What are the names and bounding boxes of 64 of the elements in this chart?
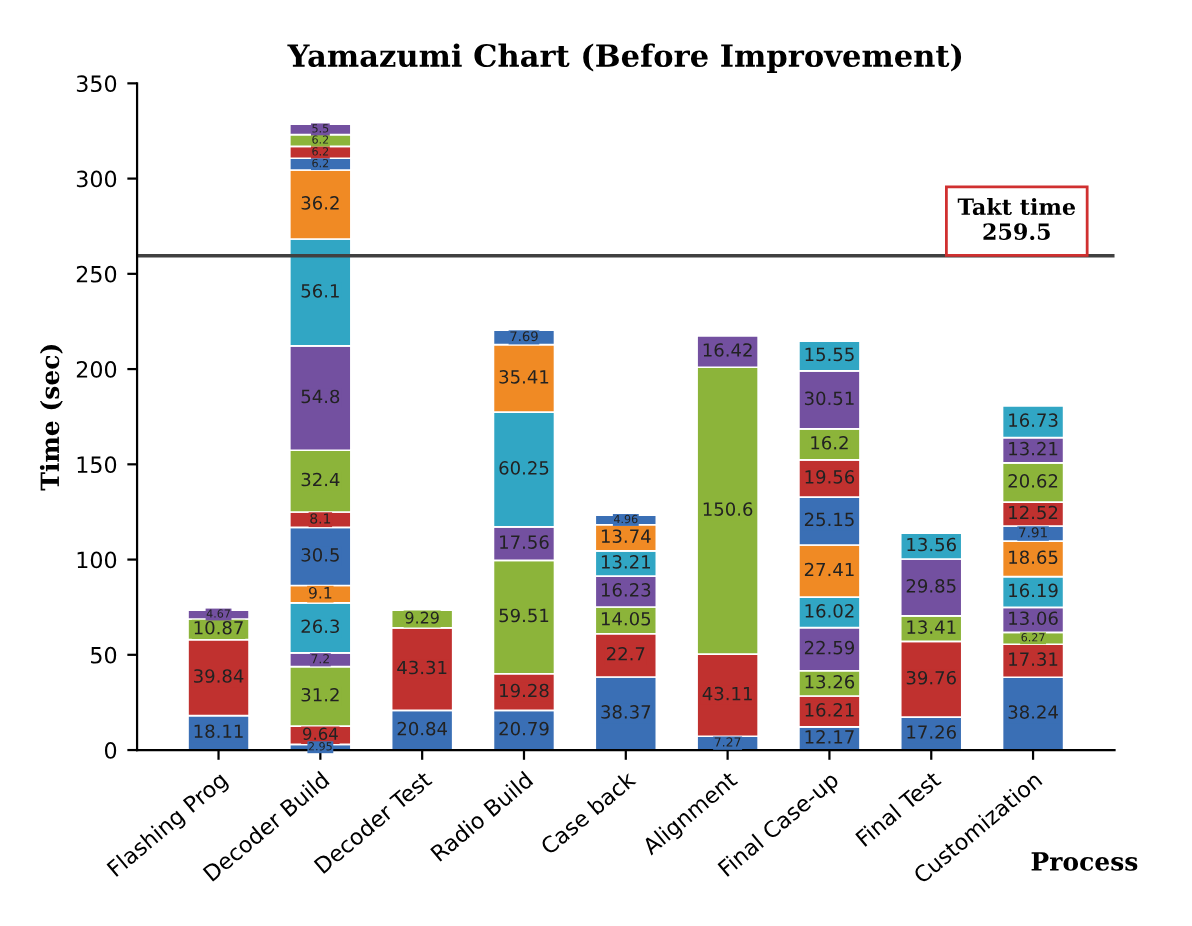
data-label: 13.21 bbox=[1009, 441, 1058, 456]
data-label: 20.84 bbox=[397, 721, 447, 736]
data-label: 18.11 bbox=[194, 724, 243, 739]
data-label: 20.79 bbox=[499, 721, 549, 736]
data-label: 19.56 bbox=[805, 470, 855, 484]
data-label: 38.24 bbox=[1008, 705, 1058, 719]
data-label: 20.62 bbox=[1008, 474, 1058, 488]
y-tick-label: 0 bbox=[104, 742, 117, 759]
data-label: 38.37 bbox=[601, 705, 651, 719]
data-label: 12.17 bbox=[805, 730, 854, 744]
data-label: 9.64 bbox=[303, 727, 338, 741]
data-label: 35.41 bbox=[499, 370, 549, 384]
data-label: 60.25 bbox=[499, 461, 549, 475]
data-label: 16.19 bbox=[1009, 583, 1058, 598]
data-label: 22.7 bbox=[607, 646, 645, 661]
data-label: 15.55 bbox=[805, 347, 854, 362]
data-label: 13.41 bbox=[907, 620, 956, 634]
data-label: 16.2 bbox=[811, 435, 848, 450]
y-tick-label: 50 bbox=[91, 646, 117, 664]
data-label: 16.02 bbox=[805, 604, 854, 618]
data-label: 39.76 bbox=[906, 670, 956, 685]
y-tick-label: 100 bbox=[77, 551, 117, 569]
data-label: 14.05 bbox=[601, 611, 651, 626]
data-label: 16.42 bbox=[703, 343, 752, 357]
data-label: 26.3 bbox=[301, 619, 339, 634]
data-label: 56.1 bbox=[301, 284, 339, 298]
data-label: 30.5 bbox=[301, 548, 339, 562]
data-label: 17.56 bbox=[500, 535, 549, 549]
ref-line-label: Takt time 259.5 bbox=[957, 197, 1076, 240]
data-label: 150.6 bbox=[703, 502, 753, 516]
data-label: 19.28 bbox=[500, 683, 549, 698]
y-tick-label: 150 bbox=[77, 456, 117, 474]
data-label: 27.41 bbox=[804, 562, 854, 577]
y-tick-label: 200 bbox=[76, 361, 117, 378]
data-label: 17.26 bbox=[907, 725, 956, 739]
data-label: 30.51 bbox=[804, 391, 854, 406]
y-tick-label: 350 bbox=[76, 75, 117, 93]
data-label: 10.87 bbox=[194, 620, 243, 635]
y-tick-label: 250 bbox=[76, 265, 117, 283]
data-label: 13.21 bbox=[601, 555, 650, 569]
data-label: 54.8 bbox=[301, 389, 340, 404]
data-label: 13.56 bbox=[907, 537, 956, 552]
data-label: 13.26 bbox=[805, 674, 855, 689]
data-label: 16.73 bbox=[1009, 413, 1058, 427]
data-label: 17.31 bbox=[1009, 652, 1058, 666]
data-label: 18.65 bbox=[1009, 550, 1058, 565]
data-label: 16.23 bbox=[601, 583, 651, 597]
data-label: 36.2 bbox=[301, 196, 339, 210]
data-label: 16.21 bbox=[805, 703, 854, 717]
data-label: 31.2 bbox=[301, 687, 339, 702]
data-label: 59.51 bbox=[499, 608, 549, 623]
data-label: 32.4 bbox=[301, 472, 340, 487]
data-label: 43.31 bbox=[397, 660, 447, 675]
data-label: 29.85 bbox=[906, 579, 956, 593]
y-tick-label: 300 bbox=[76, 170, 117, 188]
chart-title: Yamazumi Chart (Before Improvement) bbox=[287, 43, 962, 74]
data-label: 12.52 bbox=[1009, 505, 1058, 520]
y-axis-title: Time (sec) bbox=[39, 345, 63, 491]
data-label: 13.74 bbox=[601, 529, 651, 544]
data-label: 43.11 bbox=[702, 686, 752, 701]
data-label: 22.59 bbox=[804, 640, 855, 655]
data-label: 25.15 bbox=[804, 512, 854, 527]
data-label: 39.84 bbox=[194, 669, 244, 683]
data-label: 13.06 bbox=[1009, 611, 1058, 626]
